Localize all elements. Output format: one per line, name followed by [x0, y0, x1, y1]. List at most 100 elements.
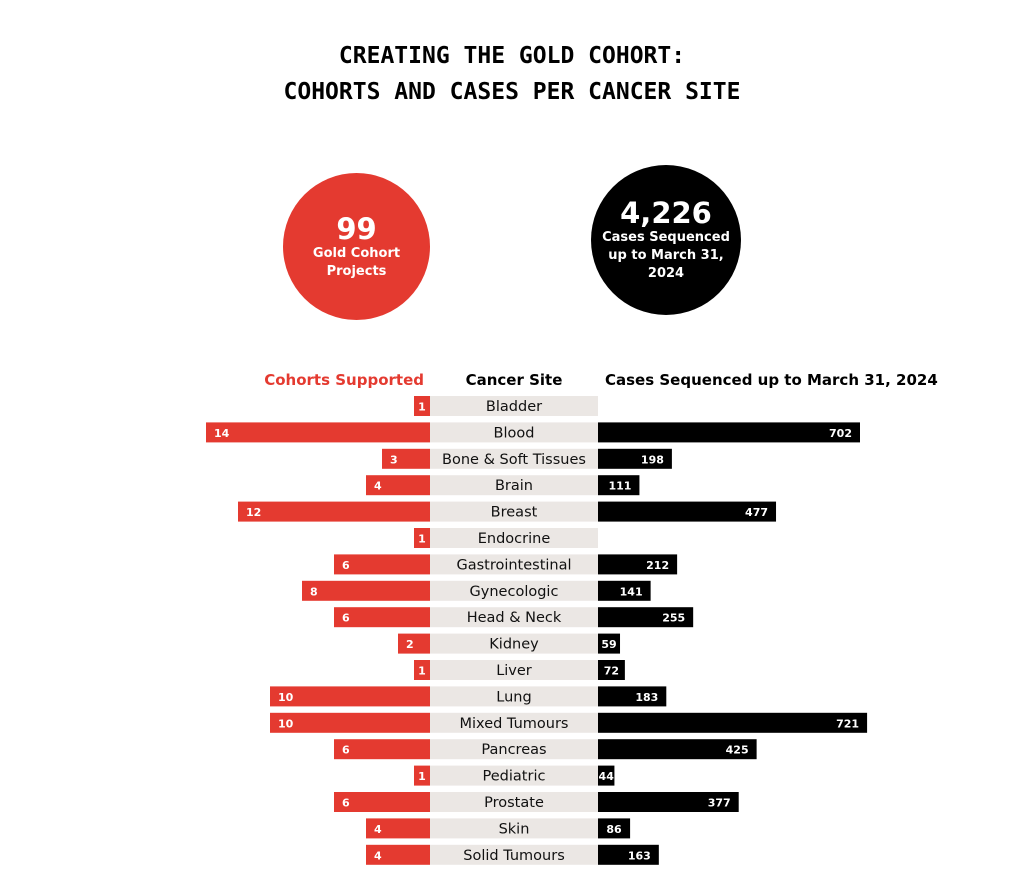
- cases-stat-label-1: Cases Sequenced: [602, 230, 730, 245]
- category-band-skin: [430, 818, 598, 839]
- cases-bar-pediatric: [598, 765, 615, 786]
- cohort-bar-breast: [238, 501, 430, 522]
- projects-stat-label-2: Projects: [326, 263, 387, 279]
- category-label-blood: Blood: [494, 425, 535, 441]
- cohorts-header: Cohorts Supported: [264, 371, 424, 389]
- cohort-bar-head-and-neck: [334, 607, 430, 628]
- projects-stat-circle: 99 Gold Cohort Projects: [283, 173, 430, 320]
- cohort-value-gynecologic: 8: [310, 585, 318, 598]
- category-label-endocrine: Endocrine: [478, 531, 551, 547]
- cohort-value-liver: 1: [418, 665, 426, 678]
- cohort-bar-liver: [414, 660, 430, 680]
- cohort-bar-gastrointestinal: [334, 554, 430, 575]
- projects-stat-value: 99: [336, 211, 377, 246]
- category-label-gynecologic: Gynecologic: [470, 584, 559, 600]
- cohort-value-gastrointestinal: 6: [342, 559, 350, 572]
- cohort-bar-skin: [366, 818, 430, 839]
- cases-value-brain: 111: [608, 480, 631, 493]
- cases-bar-brain: [598, 475, 640, 496]
- cohort-value-endocrine: 1: [418, 533, 426, 546]
- category-label-lung: Lung: [496, 689, 531, 705]
- cases-value-pediatric: 44: [599, 770, 615, 783]
- cases-bar-gastrointestinal: [598, 554, 678, 575]
- cohort-value-mixed-tumours: 10: [278, 717, 294, 730]
- category-band-blood: [430, 422, 598, 443]
- cases-value-pancreas: 425: [726, 744, 749, 757]
- cohort-bar-bone-and-soft-tissues: [382, 448, 430, 469]
- chart-title-line2: COHORTS AND CASES PER CANCER SITE: [283, 79, 741, 105]
- cases-bar-liver: [598, 660, 625, 680]
- category-band-bone-and-soft-tissues: [430, 448, 598, 469]
- cohort-bar-bladder: [414, 396, 430, 416]
- category-band-kidney: [430, 633, 598, 654]
- cohort-value-brain: 4: [374, 480, 382, 493]
- cases-bar-kidney: [598, 633, 621, 654]
- cases-stat-circle: 4,226 Cases Sequenced up to March 31, 20…: [591, 165, 741, 315]
- cases-bar-breast: [598, 501, 777, 522]
- cohort-value-head-and-neck: 6: [342, 612, 350, 625]
- cohort-value-pediatric: 1: [418, 770, 426, 783]
- cohort-bar-gynecologic: [302, 580, 430, 601]
- chart-title: CREATING THE GOLD COHORT: COHORTS AND CA…: [0, 38, 1024, 110]
- category-label-skin: Skin: [499, 821, 530, 837]
- cancer-site-header: Cancer Site: [465, 371, 563, 389]
- category-band-endocrine: [430, 528, 598, 548]
- cases-value-solid-tumours: 163: [628, 849, 651, 862]
- category-band-head-and-neck: [430, 607, 598, 628]
- cohort-bar-solid-tumours: [366, 844, 430, 865]
- cases-value-kidney: 59: [601, 638, 616, 651]
- cohort-value-blood: 14: [214, 427, 230, 440]
- category-label-bone-and-soft-tissues: Bone & Soft Tissues: [442, 452, 586, 468]
- category-band-brain: [430, 475, 598, 496]
- cohort-bar-lung: [270, 686, 430, 707]
- cohort-value-pancreas: 6: [342, 744, 350, 757]
- cases-bar-mixed-tumours: [598, 712, 868, 733]
- cohort-value-prostate: 6: [342, 797, 350, 810]
- cohort-value-skin: 4: [374, 823, 382, 836]
- category-label-head-and-neck: Head & Neck: [467, 610, 562, 626]
- cases-bar-blood: [598, 422, 860, 443]
- category-band-bladder: [430, 396, 598, 416]
- category-label-pancreas: Pancreas: [481, 742, 546, 758]
- cases-value-liver: 72: [604, 665, 619, 678]
- cohort-bar-brain: [366, 475, 430, 496]
- category-band-breast: [430, 501, 598, 522]
- category-band-liver: [430, 660, 598, 680]
- cases-bar-gynecologic: [598, 580, 651, 601]
- cases-stat-label-3: 2024: [647, 266, 685, 281]
- cases-value-mixed-tumours: 721: [836, 717, 859, 730]
- cases-stat-label-2: up to March 31,: [608, 248, 724, 263]
- cases-value-gastrointestinal: 212: [646, 559, 669, 572]
- cohort-bar-prostate: [334, 792, 430, 812]
- category-band-mixed-tumours: [430, 712, 598, 733]
- cases-bar-head-and-neck: [598, 607, 694, 628]
- cases-bar-prostate: [598, 792, 739, 812]
- category-label-mixed-tumours: Mixed Tumours: [460, 716, 569, 732]
- cohort-value-lung: 10: [278, 691, 294, 704]
- cohort-value-breast: 12: [246, 506, 261, 519]
- cohort-bar-blood: [206, 422, 430, 443]
- cohort-value-solid-tumours: 4: [374, 849, 382, 862]
- cases-value-skin: 86: [606, 823, 622, 836]
- projects-stat-label-1: Gold Cohort: [312, 245, 401, 261]
- cohort-bar-mixed-tumours: [270, 712, 430, 733]
- category-band-pancreas: [430, 739, 598, 760]
- category-label-breast: Breast: [491, 505, 538, 521]
- category-label-bladder: Bladder: [486, 399, 542, 415]
- cases-bar-lung: [598, 686, 667, 707]
- cases-value-bone-and-soft-tissues: 198: [641, 453, 664, 466]
- cohort-value-bone-and-soft-tissues: 3: [390, 453, 398, 466]
- cases-value-prostate: 377: [708, 797, 731, 810]
- category-band-gastrointestinal: [430, 554, 598, 575]
- cases-value-lung: 183: [635, 691, 658, 704]
- category-label-brain: Brain: [495, 478, 533, 494]
- chart-title-line1: CREATING THE GOLD COHORT:: [338, 43, 686, 69]
- category-band-pediatric: [430, 765, 598, 786]
- category-band-prostate: [430, 792, 598, 812]
- cases-value-gynecologic: 141: [620, 585, 643, 598]
- cases-bar-solid-tumours: [598, 844, 659, 865]
- category-label-solid-tumours: Solid Tumours: [463, 848, 565, 864]
- category-label-gastrointestinal: Gastrointestinal: [456, 557, 571, 573]
- cohort-bar-kidney: [398, 633, 430, 654]
